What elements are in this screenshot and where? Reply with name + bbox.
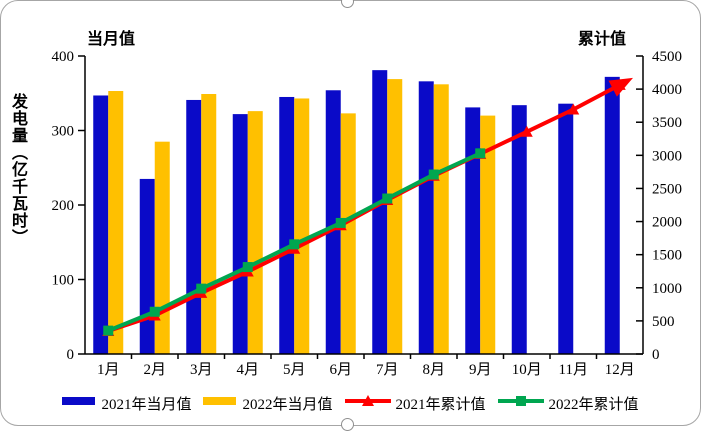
legend-label: 2021年累计值 [395,397,486,413]
bar-2022年当月值-1月 [108,91,124,354]
bar-2021年当月值-1月 [93,95,109,355]
legend: 2021年当月值 2022年当月值 2021年累计值 2022年累计值 [1,393,700,414]
right-axis-tick-label: 3000 [652,148,682,164]
right-axis-tick-label: 2500 [652,181,682,197]
x-axis-tick-label: 12月 [605,362,635,378]
legend-swatch-bar-blue-icon [62,394,96,413]
legend-item-2021-monthly: 2021年当月值 [62,393,191,414]
bar-2021年当月值-5月 [279,96,295,354]
bar-2021年当月值-11月 [558,103,574,355]
legend-item-2022-monthly: 2022年当月值 [203,393,333,414]
x-axis-tick-label: 9月 [469,362,492,378]
x-axis-tick-label: 7月 [376,362,399,378]
legend-item-2021-cumulative: 2021年累计值 [344,393,486,414]
marker-triangle-icon [567,103,580,115]
legend-item-2022-cumulative: 2022年累计值 [497,393,639,414]
bar-2021年当月值-3月 [186,99,202,354]
bar-2021年当月值-6月 [325,90,341,355]
marker-square-icon [196,283,207,294]
marker-square-icon [103,325,114,336]
bar-2022年当月值-7月 [387,79,403,354]
marker-square-icon [149,306,160,317]
left-axis-tick-label: 300 [52,124,75,140]
left-axis-tick-label: 0 [67,347,75,363]
bar-2021年当月值-8月 [418,81,434,354]
left-axis-tick-label: 100 [52,273,75,289]
legend-label: 2022年累计值 [548,397,639,413]
marker-square-icon [428,169,439,180]
line-2021年累计值 [107,83,621,333]
x-axis-tick-label: 4月 [236,362,259,378]
bar-2022年当月值-9月 [480,115,496,354]
bar-2022年当月值-5月 [294,98,310,354]
right-axis-tick-label: 1500 [652,248,682,264]
selection-handle-top[interactable] [341,0,354,8]
right-axis-tick-label: 0 [652,347,660,363]
marker-square-icon [335,217,346,228]
x-axis-tick-label: 3月 [190,362,213,378]
marker-square-icon [475,148,486,159]
right-axis-tick-label: 1000 [652,281,682,297]
left-axis-tick-label: 400 [52,49,75,65]
bar-2022年当月值-6月 [340,113,356,355]
legend-swatch-bar-yellow-icon [203,394,237,413]
y-axis-label: 发电量（亿千瓦时） [9,93,26,246]
left-axis-tick-label: 200 [52,198,75,214]
marker-square-icon [242,262,253,273]
x-axis-tick-label: 2月 [143,362,166,378]
bar-2021年当月值-2月 [139,178,155,354]
right-axis-tick-label: 4000 [652,82,682,98]
right-axis-tick-label: 2000 [652,215,682,231]
bar-2022年当月值-4月 [247,111,263,354]
marker-square-icon [382,193,393,204]
bar-2022年当月值-3月 [201,93,217,355]
x-axis-tick-label: 5月 [283,362,306,378]
bar-2021年当月值-10月 [511,105,527,354]
right-axis-tick-label: 3500 [652,115,682,131]
right-axis-tick-label: 500 [652,314,675,330]
bar-2021年当月值-12月 [604,76,620,355]
x-axis-tick-label: 6月 [329,362,352,378]
bar-2022年当月值-8月 [433,84,449,354]
line-end-arrow-icon [608,77,634,97]
x-axis-tick-label: 10月 [512,362,542,378]
x-axis-tick-label: 8月 [422,362,445,378]
selection-handle-bottom[interactable] [341,418,354,431]
bar-2021年当月值-9月 [465,107,481,354]
legend-swatch-line-red-icon [344,394,391,413]
legend-label: 2022年当月值 [242,397,333,413]
bar-2021年当月值-4月 [232,114,248,354]
x-axis-tick-label: 11月 [559,362,588,378]
marker-triangle-icon [520,125,533,137]
legend-label: 2021年当月值 [101,397,192,413]
right-axis-tick-label: 4500 [652,49,682,65]
legend-swatch-line-green-icon [497,394,544,413]
bar-2021年当月值-7月 [372,70,388,354]
x-axis-tick-label: 1月 [97,362,120,378]
left-axis-title: 当月值 [87,31,136,48]
bar-2022年当月值-2月 [154,141,170,354]
marker-square-icon [289,239,300,250]
right-axis-title: 累计值 [578,31,627,48]
